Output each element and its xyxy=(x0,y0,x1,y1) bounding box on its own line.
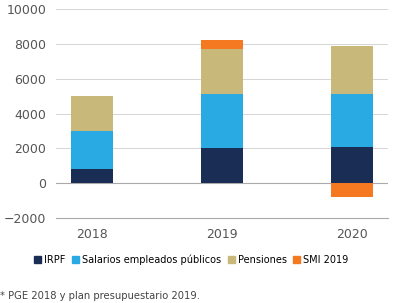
Bar xyxy=(201,49,243,95)
Bar xyxy=(71,96,113,131)
Bar xyxy=(331,183,373,197)
Bar xyxy=(331,46,373,95)
Bar xyxy=(201,148,243,183)
Legend: IRPF, Salarios empleados públicos, Pensiones, SMI 2019: IRPF, Salarios empleados públicos, Pensi… xyxy=(34,255,348,265)
Bar xyxy=(71,131,113,169)
Bar xyxy=(331,95,373,147)
Bar xyxy=(331,147,373,183)
Text: * PGE 2018 y plan presupuestario 2019.: * PGE 2018 y plan presupuestario 2019. xyxy=(0,291,200,301)
Bar xyxy=(201,95,243,148)
Bar xyxy=(201,41,243,49)
Bar xyxy=(71,169,113,183)
